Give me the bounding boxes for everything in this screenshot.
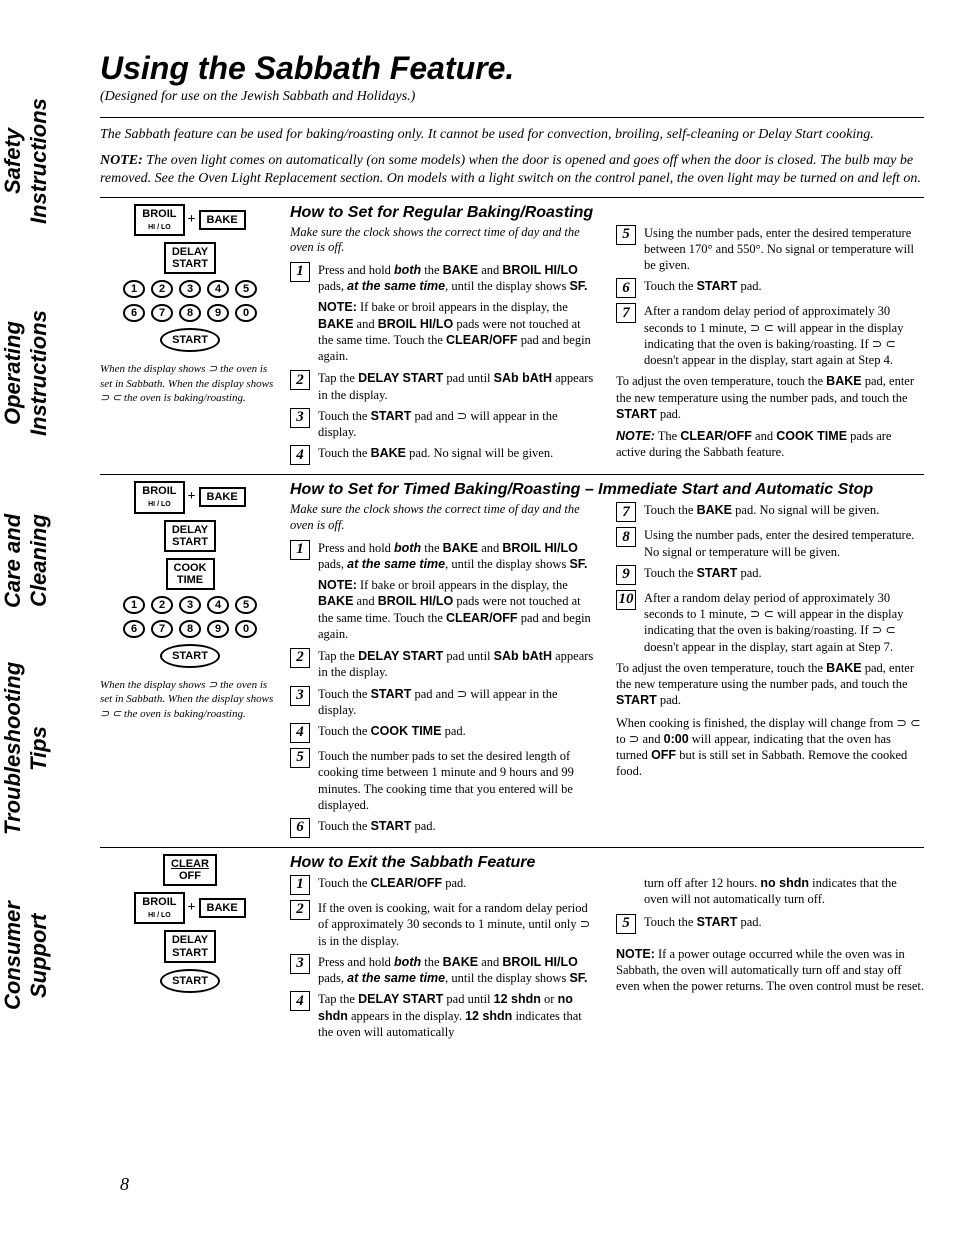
- illus-caption-2: When the display shows ⊃ the oven is set…: [100, 678, 280, 721]
- illus-caption-1: When the display shows ⊃ the oven is set…: [100, 362, 280, 405]
- illus-controls-3: CLEAROFF BROILHI / LO + BAKE DELAYSTART …: [100, 854, 280, 993]
- s2-title: How to Set for Timed Baking/Roasting – I…: [290, 481, 924, 499]
- tab-consumer: Consumer Support: [0, 860, 90, 1052]
- page-subtitle: (Designed for use on the Jewish Sabbath …: [100, 89, 924, 105]
- page: Safety Instructions Operating Instructio…: [0, 0, 954, 1235]
- illus-controls-2: BROILHI / LO + BAKE DELAYSTART COOKTIME …: [100, 481, 280, 668]
- intro-1: The Sabbath feature can be used for baki…: [100, 126, 924, 144]
- page-number: 8: [120, 1174, 129, 1195]
- tab-care: Care and Cleaning: [0, 485, 90, 637]
- main-content: Using the Sabbath Feature. (Designed for…: [90, 0, 954, 1235]
- s3-title: How to Exit the Sabbath Feature: [290, 854, 924, 872]
- illus-controls-1: BROILHI / LO + BAKE DELAYSTART 12345 678…: [100, 204, 280, 353]
- section-timed: BROILHI / LO + BAKE DELAYSTART COOKTIME …: [100, 481, 924, 843]
- intro-note: NOTE: The oven light comes on automatica…: [100, 152, 924, 188]
- tab-operating: Operating Instructions: [0, 270, 90, 477]
- section-exit: CLEAROFF BROILHI / LO + BAKE DELAYSTART …: [100, 854, 924, 1045]
- s1-title: How to Set for Regular Baking/Roasting: [290, 204, 924, 222]
- section-regular: BROILHI / LO + BAKE DELAYSTART 12345 678…: [100, 204, 924, 471]
- sidebar-tabs: Safety Instructions Operating Instructio…: [0, 0, 90, 1235]
- page-title: Using the Sabbath Feature.: [100, 50, 924, 87]
- tab-troubleshooting: Troubleshooting Tips: [0, 645, 90, 852]
- tab-safety: Safety Instructions: [0, 60, 90, 262]
